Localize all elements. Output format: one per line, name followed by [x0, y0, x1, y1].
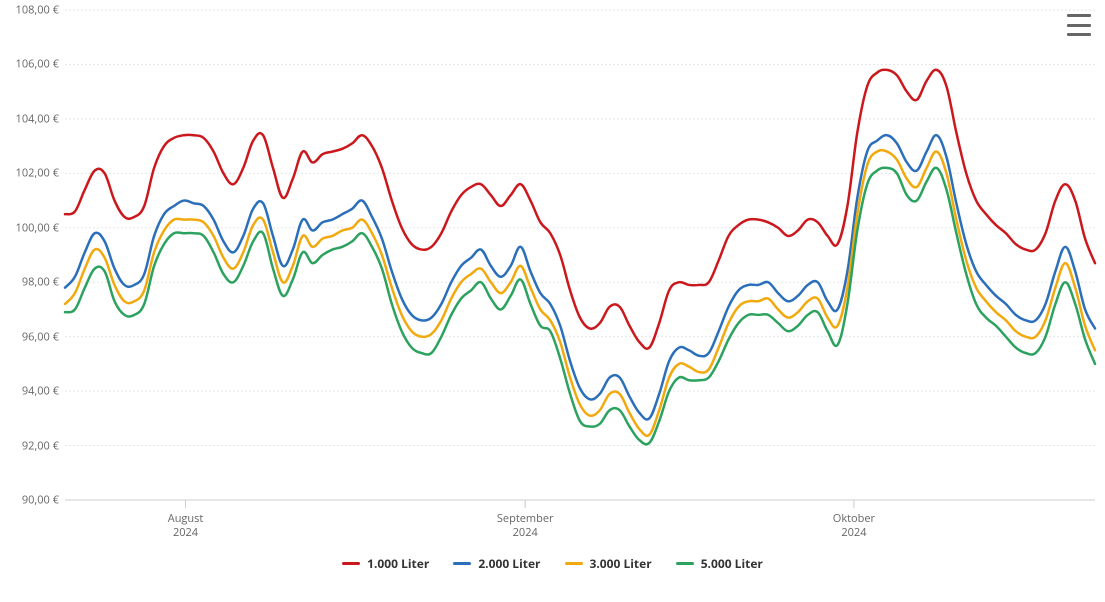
legend-swatch: [342, 562, 360, 565]
y-axis-tick-label: 100,00 €: [16, 220, 59, 235]
legend-label: 3.000 Liter: [590, 555, 652, 572]
legend-swatch: [453, 562, 471, 565]
y-axis-tick-label: 108,00 €: [16, 3, 59, 18]
y-axis-tick-label: 106,00 €: [16, 57, 59, 72]
x-axis-tick-label: Oktober2024: [833, 512, 875, 540]
y-axis-tick-label: 104,00 €: [16, 111, 59, 126]
legend-item[interactable]: 5.000 Liter: [676, 555, 763, 572]
legend-label: 2.000 Liter: [478, 555, 540, 572]
legend-item[interactable]: 2.000 Liter: [453, 555, 540, 572]
y-axis-tick-label: 90,00 €: [22, 493, 59, 508]
chart-legend: 1.000 Liter 2.000 Liter 3.000 Liter 5.000 L…: [0, 552, 1105, 572]
y-axis-tick-label: 102,00 €: [16, 166, 59, 181]
x-axis-month: September: [497, 511, 554, 526]
legend-label: 1.000 Liter: [367, 555, 429, 572]
legend-swatch: [676, 562, 694, 565]
price-chart: 90,00 € 92,00 € 94,00 € 96,00 € 98,00 € 100,0…: [0, 0, 1105, 602]
x-axis-month: Oktober: [833, 511, 875, 526]
x-axis-month: August: [168, 511, 204, 526]
y-axis-tick-label: 92,00 €: [22, 438, 59, 453]
y-axis-tick-label: 96,00 €: [22, 329, 59, 344]
legend-item[interactable]: 3.000 Liter: [565, 555, 652, 572]
x-axis-year: 2024: [168, 526, 204, 540]
x-axis-tick-label: August2024: [168, 512, 204, 540]
legend-swatch: [565, 562, 583, 565]
x-axis-year: 2024: [833, 526, 875, 540]
x-axis-tick-label: September2024: [497, 512, 554, 540]
legend-label: 5.000 Liter: [701, 555, 763, 572]
legend-item[interactable]: 1.000 Liter: [342, 555, 429, 572]
y-axis-tick-label: 94,00 €: [22, 384, 59, 399]
y-axis-tick-label: 98,00 €: [22, 275, 59, 290]
x-axis-year: 2024: [497, 526, 554, 540]
